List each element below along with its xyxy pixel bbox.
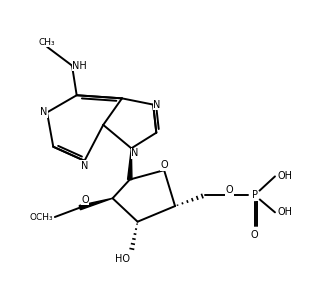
Text: NH: NH	[72, 61, 87, 71]
Text: N: N	[153, 99, 161, 110]
Text: HO: HO	[115, 255, 130, 264]
Circle shape	[249, 190, 260, 200]
Text: OCH₃: OCH₃	[30, 212, 53, 222]
Text: O: O	[251, 230, 259, 240]
Polygon shape	[79, 198, 113, 210]
Text: OH: OH	[278, 171, 292, 181]
Text: N: N	[81, 161, 88, 171]
Text: N: N	[131, 148, 139, 158]
Text: OH: OH	[278, 207, 292, 217]
Polygon shape	[128, 148, 132, 180]
Text: O: O	[160, 160, 168, 170]
Text: O: O	[81, 195, 89, 204]
Text: P: P	[252, 190, 258, 200]
Text: CH₃: CH₃	[39, 38, 55, 47]
Text: N: N	[40, 107, 47, 118]
Text: O: O	[226, 185, 233, 195]
